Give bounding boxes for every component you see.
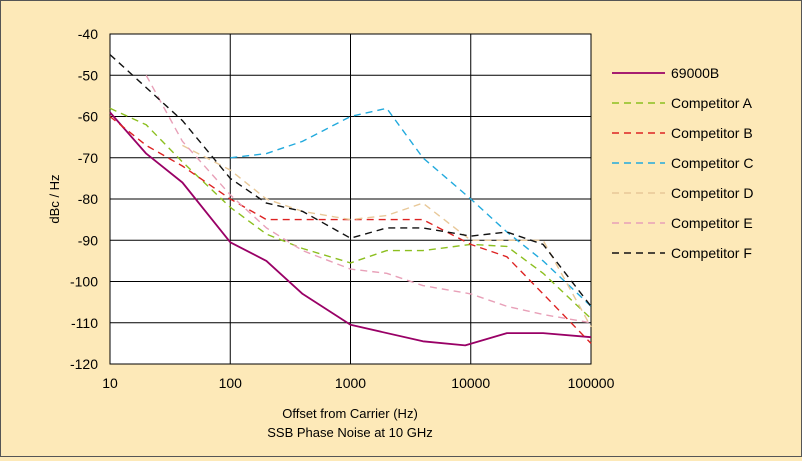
y-tick-label: -40 — [78, 26, 98, 42]
legend-label: Competitor F — [671, 245, 752, 261]
y-axis-label: dBc / Hz — [47, 174, 62, 223]
series-line-69000b — [109, 111, 592, 347]
legend-label: Competitor C — [671, 155, 753, 171]
y-tick-label: -70 — [78, 150, 98, 166]
series-line-competitor-b — [109, 115, 592, 344]
x-tick-label: 10000 — [451, 375, 490, 391]
x-tick-label: 1000 — [335, 375, 366, 391]
y-tick-label: -120 — [70, 356, 98, 372]
y-tick-label: -50 — [78, 67, 98, 83]
series-line-competitor-e — [145, 74, 592, 324]
x-axis-label: Offset from Carrier (Hz) — [282, 406, 418, 421]
series-line-competitor-c — [230, 107, 592, 307]
series-line-competitor-f — [109, 54, 592, 307]
legend-label: Competitor D — [671, 185, 753, 201]
y-tick-labels: -40 -50 -60 -70 -80 -90 -100 -110 -120 — [70, 26, 98, 372]
x-tick-label: 100 — [219, 375, 243, 391]
x-tick-label: 100000 — [568, 375, 615, 391]
chart-caption: SSB Phase Noise at 10 GHz — [267, 425, 432, 440]
y-tick-label: -80 — [78, 191, 98, 207]
legend-label: Competitor A — [671, 95, 753, 111]
y-tick-label: -100 — [70, 274, 98, 290]
legend-label: 69000B — [671, 65, 719, 81]
y-tick-label: -60 — [78, 109, 98, 125]
y-tick-label: -90 — [78, 232, 98, 248]
legend-label: Competitor B — [671, 125, 753, 141]
series-line-competitor-d — [182, 144, 592, 328]
x-tick-label: 10 — [102, 375, 118, 391]
series-line-competitor-a — [109, 107, 592, 320]
legend: 69000B Competitor A Competitor B Competitor… — [612, 65, 753, 261]
x-tick-labels: 10 100 1000 10000 100000 — [102, 375, 614, 391]
legend-label: Competitor E — [671, 215, 753, 231]
series-lines — [109, 54, 592, 347]
y-tick-label: -110 — [71, 315, 98, 331]
